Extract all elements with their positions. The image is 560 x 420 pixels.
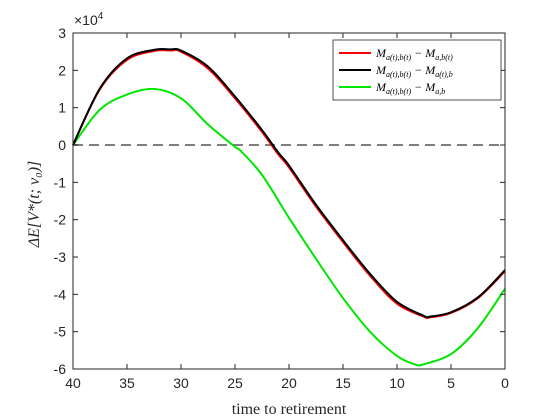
legend-label-part: M (375, 80, 387, 94)
series-layer (72, 47, 506, 367)
y-tick-label: 3 (58, 25, 66, 41)
legend-label-part: a,b (435, 87, 445, 96)
legend-label-2: Ma(t),b(t) − Ma(t),b (375, 63, 453, 79)
x-tick-label: 10 (389, 375, 405, 391)
legend-label-part: − M (411, 46, 436, 60)
x-axis-ticks: 40 35 30 25 20 15 10 5 0 (65, 33, 509, 391)
x-axis-title: time to retirement (232, 401, 347, 418)
x-tick-label: 15 (335, 375, 351, 391)
y-axis-multiplier-base: ×10 (74, 12, 98, 28)
legend-label-part: a(t),b (435, 70, 453, 79)
x-tick-label: 25 (227, 375, 243, 391)
legend-label-part: a,b(t) (435, 53, 453, 62)
legend-label-part: a(t),b(t) (386, 53, 411, 62)
legend-label-part: M (375, 63, 387, 77)
legend-items: Ma(t),b(t) − Ma,b(t)Ma(t),b(t) − Ma(t),b… (339, 46, 453, 96)
legend-label-1: Ma(t),b(t) − Ma,b(t) (375, 46, 453, 62)
series-line-3 (72, 87, 506, 367)
legend-label-3: Ma(t),b(t) − Ma,b (375, 80, 445, 96)
x-tick-label: 20 (281, 375, 297, 391)
y-axis-title: ΔE[V*(t; v₀)] (26, 161, 43, 248)
legend: Ma(t),b(t) − Ma,b(t)Ma(t),b(t) − Ma(t),b… (332, 39, 502, 101)
x-tick-label: 35 (119, 375, 135, 391)
y-tick-label: -6 (54, 361, 67, 377)
legend-label-part: M (375, 46, 387, 60)
y-axis-ticks: 3 2 1 0 -1 -2 -3 -4 -5 -6 (54, 25, 505, 377)
x-tick-label: 5 (447, 375, 455, 391)
x-tick-label: 30 (173, 375, 189, 391)
y-tick-label: 2 (58, 62, 66, 78)
y-tick-label: -2 (54, 212, 67, 228)
y-tick-label: -5 (54, 324, 67, 340)
legend-label-part: − M (411, 80, 436, 94)
y-axis-multiplier: ×104 (74, 11, 104, 28)
y-tick-label: -4 (54, 286, 67, 302)
legend-label-part: a(t),b(t) (386, 87, 411, 96)
y-tick-label: 0 (58, 137, 66, 153)
y-tick-label: -1 (54, 174, 67, 190)
y-axis-multiplier-exponent: 4 (98, 11, 104, 22)
x-tick-label: 0 (501, 375, 509, 391)
legend-label-part: a(t),b(t) (386, 70, 411, 79)
y-tick-label: -3 (54, 249, 67, 265)
y-tick-label: 1 (58, 100, 66, 116)
legend-label-part: − M (411, 63, 436, 77)
x-tick-label: 40 (65, 375, 81, 391)
series-line-2 (72, 47, 506, 319)
